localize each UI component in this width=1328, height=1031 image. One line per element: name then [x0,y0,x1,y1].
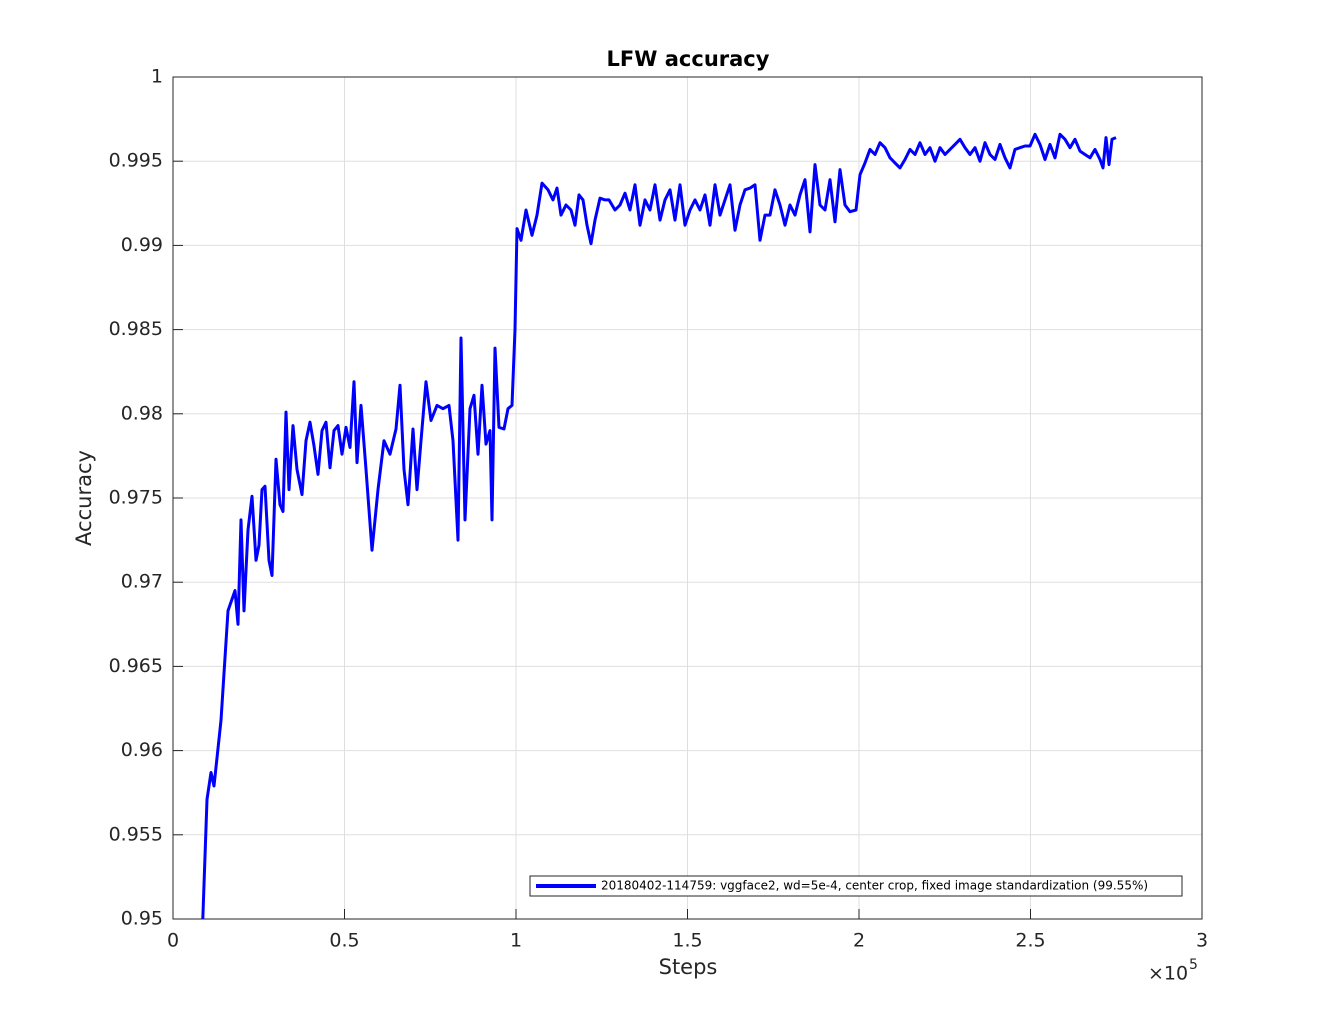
y-tick-label: 0.995 [109,150,163,172]
y-tick-label: 0.955 [109,823,163,845]
x-tick-label: 2 [853,930,865,952]
x-tick-label: 1.5 [672,930,702,952]
legend-box [529,875,1183,897]
chart-title: LFW accuracy [607,47,770,71]
legend-label: 20180402-114759: vggface2, wd=5e-4, cent… [601,879,1148,893]
y-tick-label: 0.975 [109,487,163,509]
plot-frame [172,76,1203,920]
x-tick-label: 1 [510,930,522,952]
x-tick-label: 3 [1196,930,1208,952]
y-axis-label: Accuracy [72,450,96,546]
y-tick-label: 0.98 [121,402,163,424]
x-tick-label: 2.5 [1015,930,1045,952]
y-tick-label: 0.97 [121,571,163,593]
x-axis-label: Steps [659,955,718,979]
x-tick-label: 0 [167,930,179,952]
y-tick-label: 0.985 [109,318,163,340]
x-scale-base: ×10 [1148,963,1188,985]
x-tick-label: 0.5 [329,930,359,952]
y-tick-label: 0.99 [121,234,163,256]
y-tick-label: 0.965 [109,655,163,677]
x-scale-exponent: 5 [1189,957,1198,973]
series-line [201,132,1117,920]
y-tick-label: 0.95 [121,908,163,930]
y-tick-label: 1 [151,66,163,88]
y-tick-label: 0.96 [121,739,163,761]
